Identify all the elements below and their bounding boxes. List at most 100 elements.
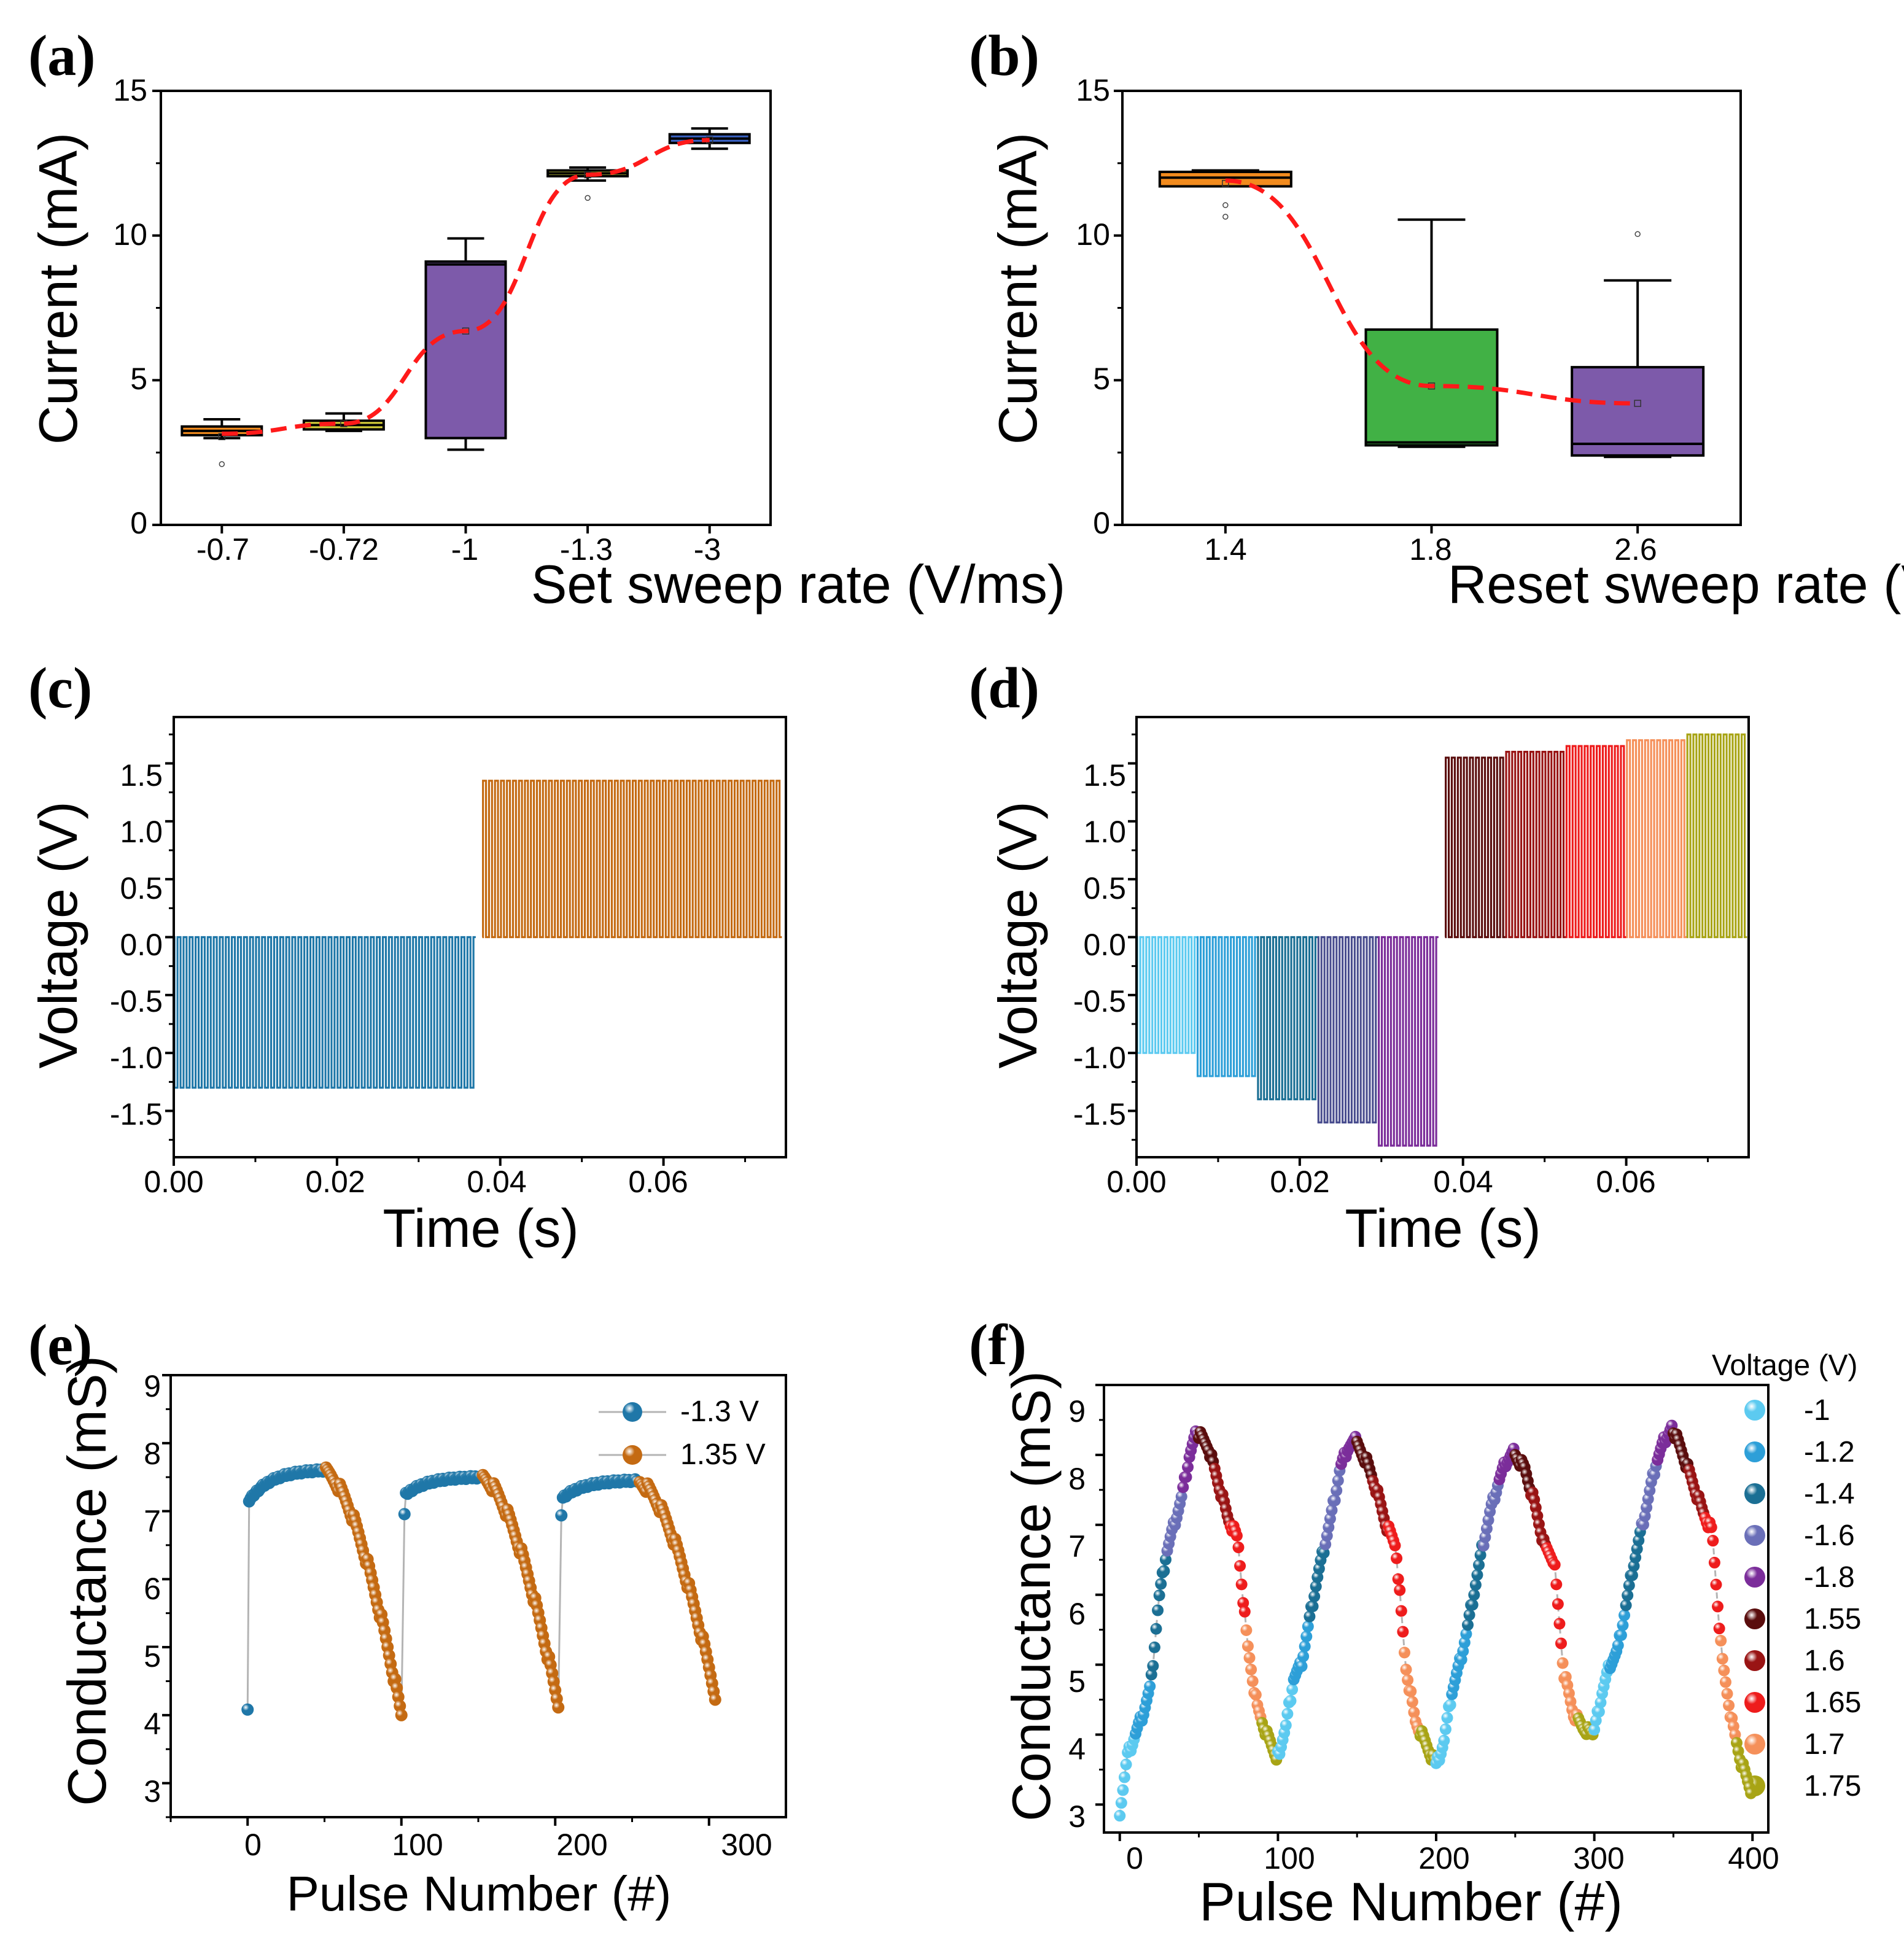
positive-pulse-point	[1408, 1706, 1420, 1718]
y-axis-title-c: Voltage (V)	[28, 801, 88, 1068]
positive-pulse-point	[1394, 1584, 1406, 1596]
x-tick-label: -3	[694, 532, 721, 567]
negative-pulse-point	[1444, 1699, 1456, 1711]
set-point	[398, 1508, 411, 1521]
y-tick-label: 10	[113, 217, 147, 252]
x-tick-label: 2.6	[1614, 532, 1657, 567]
positive-pulse-point	[1245, 1663, 1257, 1675]
negative-pulse-point	[1471, 1569, 1483, 1581]
x-tick-label: -0.72	[309, 532, 379, 567]
negative-pulse-point	[1155, 1578, 1167, 1590]
positive-pulse-point	[1553, 1618, 1566, 1630]
y-tick-label: 10	[1076, 217, 1110, 252]
pulse-trace	[1136, 936, 1197, 1054]
y-tick-label: -0.5	[110, 984, 163, 1018]
positive-pulse-point	[1555, 1637, 1568, 1650]
y-tick-label: 7	[144, 1504, 161, 1538]
y-tick-label: 3	[144, 1774, 161, 1809]
panel-c: (c) Time (s) Voltage (V) -1.5 -1.0 -0.5 …	[28, 656, 787, 1259]
y-tick-label: 0.0	[1083, 928, 1126, 962]
pulse-trace	[1505, 751, 1566, 939]
plot-area-f	[1095, 1384, 1770, 1841]
negative-pulse-point	[1304, 1610, 1316, 1623]
y-axis-title-f: Conductance (mS)	[1001, 1371, 1062, 1821]
negative-pulse-point	[1299, 1640, 1311, 1653]
y-tick-label: -1.0	[110, 1041, 163, 1075]
positive-pulse-point	[1230, 1530, 1243, 1542]
legend-label: -1.2	[1804, 1436, 1855, 1468]
panel-label-f: (f)	[969, 1313, 1027, 1377]
pulse-trace	[1317, 936, 1378, 1123]
positive-pulse-point	[1241, 1640, 1254, 1652]
trend-line	[222, 138, 710, 436]
positive-pulse-point	[1249, 1689, 1262, 1701]
y-tick-label: 7	[1068, 1529, 1086, 1564]
panel-label-d: (d)	[969, 656, 1039, 720]
legend-title: Voltage (V)	[1712, 1349, 1857, 1382]
negative-pulse-point	[1595, 1696, 1607, 1709]
plot-area-c	[165, 716, 787, 1166]
negative-pulse-point	[1280, 1719, 1292, 1731]
negative-pulse-point	[1466, 1599, 1479, 1611]
negative-pulse-point	[1296, 1660, 1308, 1672]
pulse-trace	[1445, 756, 1506, 939]
y-axis-title-b: Current (mA)	[987, 133, 1048, 445]
negative-pulse-point	[1114, 1810, 1126, 1822]
pulse-trace	[173, 936, 476, 1089]
x-tick-labels-e: 0 100 200 300	[244, 1828, 772, 1862]
y-tick-labels-d: -1.5 -1.0 -0.5 0.0 0.5 1.0 1.5	[1073, 758, 1126, 1131]
x-tick-label: 400	[1728, 1841, 1779, 1875]
x-tick-label: 0.06	[1596, 1165, 1655, 1199]
negative-pulse-point	[1144, 1680, 1156, 1693]
x-tick-label: 0.02	[1270, 1165, 1329, 1199]
positive-pulse-point	[1710, 1578, 1722, 1591]
x-tick-label: 0	[1126, 1841, 1143, 1875]
legend-marker	[1744, 1734, 1765, 1755]
positive-pulse-point	[1723, 1699, 1735, 1712]
negative-pulse-point	[1474, 1549, 1486, 1561]
positive-pulse-point	[1400, 1663, 1412, 1675]
positive-pulse-point	[1550, 1578, 1563, 1591]
x-tick-label: 300	[721, 1828, 772, 1862]
x-axis-title-e: Pulse Number (#)	[287, 1866, 672, 1921]
legend-marker	[623, 1402, 642, 1422]
positive-pulse-point	[1240, 1624, 1253, 1636]
plot-area-a	[152, 90, 772, 533]
negative-pulse-point	[1626, 1569, 1638, 1581]
x-tick-label: 0	[244, 1828, 262, 1862]
pulse-segment-6	[1505, 751, 1566, 939]
pulse-trace	[1196, 936, 1257, 1077]
negative-pulse-point	[1615, 1629, 1627, 1642]
y-tick-label: 8	[144, 1437, 161, 1471]
negative-pulse-point	[1462, 1619, 1474, 1631]
panel-label-b: (b)	[969, 24, 1039, 88]
y-tick-labels-b: 0 5 10 15	[1076, 73, 1110, 540]
legend-marker	[1744, 1692, 1765, 1713]
pulse-segment-1	[1196, 936, 1257, 1077]
y-tick-label: -1.0	[1073, 1041, 1126, 1075]
reset-point	[709, 1693, 721, 1706]
x-tick-label: 0.04	[1433, 1165, 1493, 1199]
positive-pulse-point	[1234, 1560, 1246, 1572]
panel-b: (b) Reset sweep rate (V/ms) Current (mA)…	[969, 24, 1904, 615]
y-tick-label: 15	[1076, 73, 1110, 107]
pulse-trace	[1565, 745, 1626, 939]
negative-pulse-point	[1439, 1723, 1451, 1736]
negative-pulse-point	[1152, 1604, 1164, 1616]
positive-pulse-point	[1721, 1688, 1733, 1700]
reset-point	[552, 1701, 565, 1714]
positive-pulse-point	[1712, 1600, 1724, 1613]
negative-pulse-point	[1302, 1620, 1314, 1632]
negative-pulse-point	[1463, 1609, 1475, 1621]
y-tick-labels-f: 3 4 5 6 7 8 9	[1068, 1394, 1086, 1834]
negative-pulse-point	[1180, 1471, 1192, 1483]
y-tick-label: 5	[1068, 1664, 1086, 1699]
negative-pulse-point	[1115, 1797, 1127, 1809]
legend-label: 1.35 V	[680, 1438, 766, 1471]
positive-pulse-point	[1246, 1675, 1259, 1687]
y-axis-title-a: Current (mA)	[28, 133, 88, 445]
set-point	[555, 1509, 568, 1522]
positive-pulse-point	[1745, 1787, 1757, 1799]
pulse-trace	[1686, 733, 1747, 939]
pulse-segment-4	[1378, 936, 1439, 1147]
